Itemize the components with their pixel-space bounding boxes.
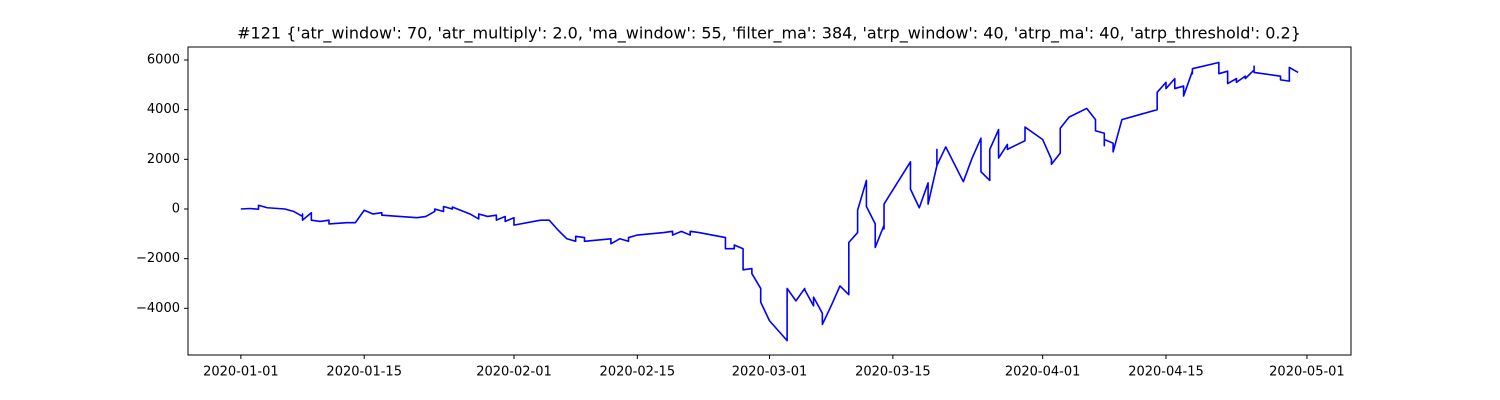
axes-frame — [187, 46, 1352, 356]
x-tick-label: 2020-04-15 — [1128, 365, 1204, 380]
x-tick-label: 2020-04-01 — [1005, 365, 1081, 380]
x-tick-label: 2020-01-01 — [203, 365, 279, 380]
y-tick-label: 4000 — [147, 102, 180, 117]
x-tick-label: 2020-03-15 — [855, 365, 931, 380]
y-tick-label: 0 — [172, 201, 180, 216]
y-tick-label: 2000 — [147, 152, 180, 167]
data-line — [240, 61, 1299, 342]
y-tick-label: 6000 — [147, 53, 180, 68]
x-tick-label: 2020-02-15 — [600, 365, 676, 380]
y-tick-label: −2000 — [136, 251, 180, 266]
x-tick-label: 2020-01-15 — [326, 365, 402, 380]
chart-title: #121 {'atr_window': 70, 'atr_multiply': … — [237, 24, 1301, 44]
x-tick-label: 2020-02-01 — [476, 365, 552, 380]
x-tick-label: 2020-05-01 — [1269, 365, 1345, 380]
y-tick-label: −4000 — [136, 301, 180, 316]
x-tick-label: 2020-03-01 — [732, 365, 808, 380]
